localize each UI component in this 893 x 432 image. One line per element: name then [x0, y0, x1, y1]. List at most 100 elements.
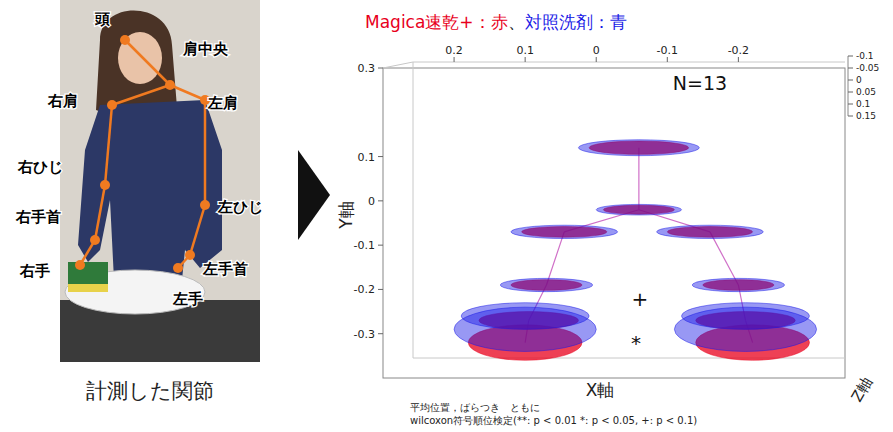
y-tick-label: -0.3: [354, 328, 375, 341]
joint-label: 右肩: [47, 92, 78, 110]
sponge-base: [68, 284, 108, 292]
footnote: 平均位置，ばらつき ともに: [410, 402, 540, 413]
y-tick: [378, 245, 383, 246]
back-edge: [413, 62, 414, 358]
z-axis-label: Z軸: [848, 374, 876, 405]
ellipsoid: [674, 307, 816, 351]
x-tick: [454, 57, 455, 62]
bone: [95, 185, 105, 240]
joint-dot: [185, 250, 195, 260]
joint-dot: [100, 180, 110, 190]
ellipsoid: [657, 225, 764, 238]
y-tick: [378, 289, 383, 290]
z-tick-label: -0.1: [856, 51, 874, 61]
joint-label: 左ひじ: [217, 198, 263, 216]
x-tick-label: -0.2: [728, 44, 749, 57]
caption: 計測した関節: [86, 379, 214, 403]
joint-label: 左手: [172, 290, 203, 308]
back-edge: [383, 62, 413, 68]
ellipsoid: [578, 140, 699, 156]
x-axis-label: X軸: [586, 380, 615, 400]
bone: [112, 85, 170, 105]
ellipsoid: [500, 278, 592, 291]
y-tick: [378, 68, 383, 69]
y-tick-label: 0: [368, 195, 375, 208]
x-tick: [738, 57, 739, 62]
x-tick-label: -0.1: [657, 44, 678, 57]
sponge: [68, 262, 108, 284]
joint-label: 右手: [19, 262, 50, 280]
joint-dot: [120, 35, 130, 45]
box-frame: [383, 62, 845, 378]
y-tick: [378, 333, 383, 334]
arrow: [298, 150, 330, 240]
joint-label: 頭: [94, 10, 110, 28]
z-tick: [848, 68, 853, 69]
x-tick-label: 0.2: [445, 44, 463, 57]
z-axis: [848, 56, 849, 116]
joint-label: 左手首: [202, 260, 248, 278]
joint-label: 左肩: [207, 94, 238, 112]
joint-dot: [90, 235, 100, 245]
bone: [204, 100, 207, 205]
annotation: *: [631, 331, 641, 355]
bone: [125, 40, 170, 85]
y-tick-label: -0.2: [354, 283, 375, 296]
annotation: N=13: [673, 72, 727, 94]
ellipsoid: [692, 278, 784, 291]
series: [454, 140, 816, 352]
ellipsoid: [454, 307, 596, 351]
z-tick: [848, 80, 853, 81]
back-edge: [413, 62, 845, 63]
z-tick: [848, 116, 853, 117]
joint-label: 右手首: [15, 208, 61, 226]
photo: [60, 0, 260, 362]
connector: [546, 232, 564, 285]
figure: 頭肩中央右肩 左肩右ひじ左ひじ右手首左手首 右手左手計測した関節 Magica速乾+：…: [0, 0, 893, 432]
x-tick-label: 0: [593, 44, 600, 57]
joint-label: 右ひじ: [17, 158, 63, 176]
annotation: +: [632, 287, 649, 311]
y-axis-label: Y軸: [336, 201, 356, 229]
bone: [105, 105, 112, 185]
x-tick: [596, 57, 597, 62]
joint-dot: [200, 200, 210, 210]
legend-entry: Magica速乾+：赤: [365, 12, 508, 32]
legend-entry: 、: [508, 12, 525, 32]
photo-bg: [60, 0, 260, 362]
z-tick-label: 0.05: [856, 87, 876, 97]
y-tick-label: 0.3: [358, 62, 376, 75]
footnote: wilcoxon符号順位検定(**: p < 0.01 *: p < 0.05,…: [410, 415, 697, 426]
legend: Magica速乾+：赤、対照洗剤：青: [365, 12, 627, 32]
z-tick-label: 0.15: [856, 111, 876, 121]
frame: [383, 68, 845, 378]
joint-dot: [173, 263, 183, 273]
legend-entry: 対照洗剤：青: [525, 12, 627, 32]
z-tick-label: 0: [856, 75, 862, 85]
y-tick: [378, 156, 383, 157]
z-tick: [848, 56, 853, 57]
x-tick-label: 0.1: [516, 44, 534, 57]
y-tick-label: -0.1: [354, 239, 375, 252]
z-tick: [848, 92, 853, 93]
ellipsoid: [596, 204, 681, 215]
bone: [170, 85, 205, 100]
connector: [710, 232, 738, 285]
y-tick: [378, 200, 383, 201]
z-tick: [848, 104, 853, 105]
z-tick-label: 0.1: [856, 99, 870, 109]
face: [118, 32, 162, 84]
joint-dot: [107, 100, 117, 110]
joint-label: 肩中央: [182, 40, 229, 58]
joint-dot: [165, 80, 175, 90]
x-tick: [525, 57, 526, 62]
y-tick-label: 0.1: [358, 151, 376, 164]
joint-dot: [75, 260, 85, 270]
bone: [190, 205, 205, 255]
z-tick-label: -0.05: [856, 63, 879, 73]
x-tick: [667, 57, 668, 62]
ellipsoid: [511, 225, 618, 238]
skeleton: [75, 35, 210, 273]
plot-area: [454, 140, 816, 361]
connector: [638, 148, 639, 210]
